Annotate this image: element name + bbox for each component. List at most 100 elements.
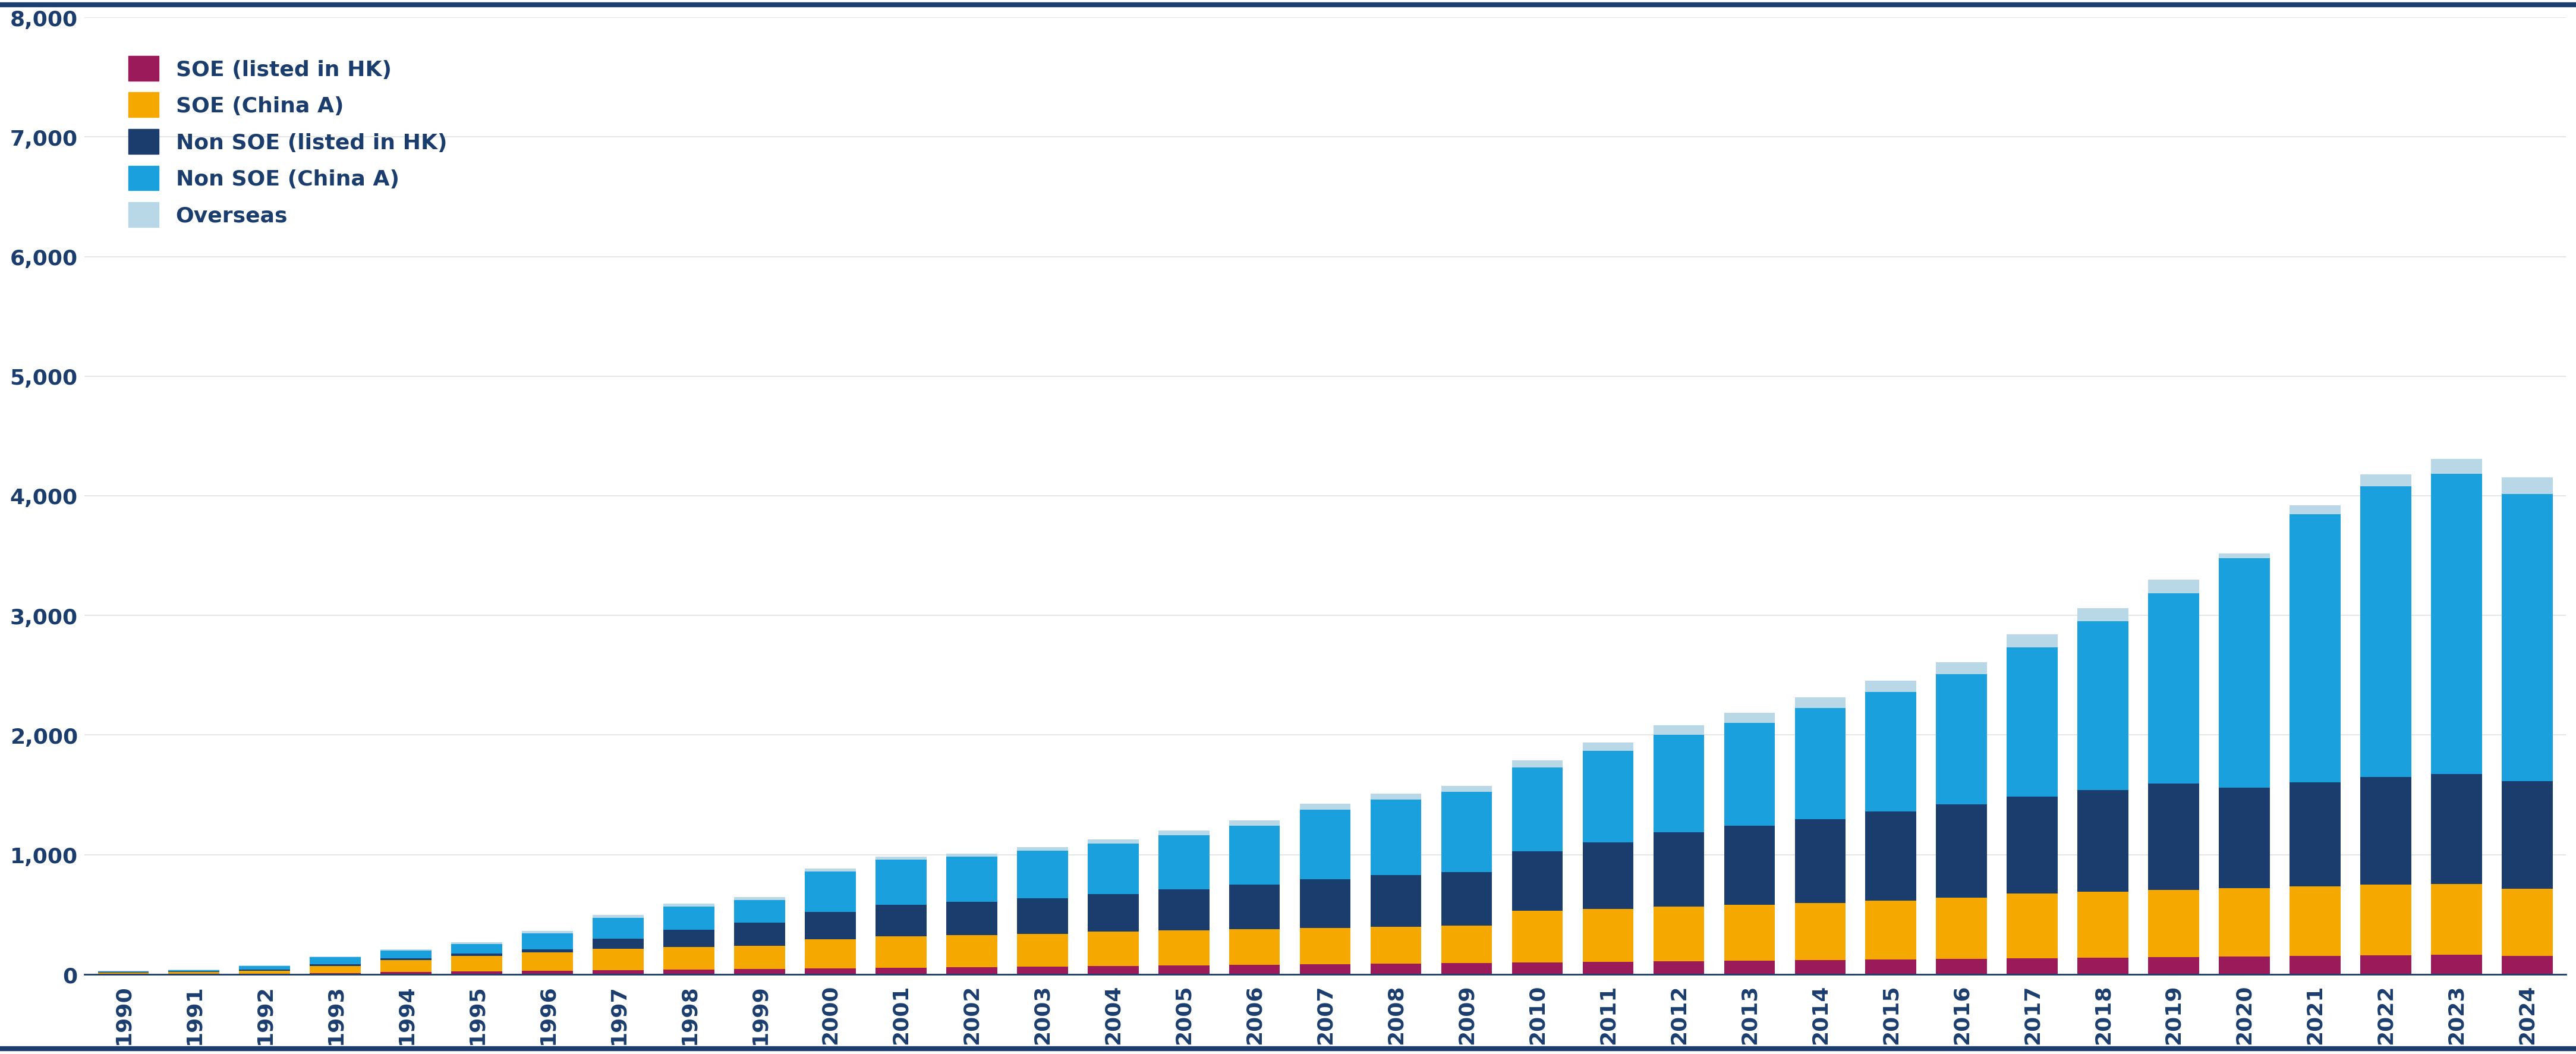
Bar [592, 939, 644, 949]
Bar [1512, 852, 1564, 911]
Bar [592, 915, 644, 918]
Bar [2218, 889, 2269, 956]
Bar [1654, 961, 1705, 974]
Bar [665, 906, 714, 930]
Bar [240, 970, 291, 971]
Bar [2007, 635, 2058, 647]
Bar [1654, 725, 1705, 736]
Bar [592, 970, 644, 974]
Bar [309, 957, 361, 964]
Bar [1723, 905, 1775, 960]
Bar [2432, 884, 2481, 955]
Bar [1654, 736, 1705, 833]
Bar [1301, 964, 1350, 974]
Bar [1865, 901, 1917, 959]
Bar [2290, 886, 2342, 956]
Bar [2501, 781, 2553, 889]
Bar [1018, 851, 1069, 898]
Bar [665, 946, 714, 970]
Bar [876, 968, 927, 974]
Bar [1937, 662, 1986, 675]
Bar [2218, 787, 2269, 889]
Bar [1159, 890, 1208, 931]
Bar [523, 950, 572, 952]
Bar [381, 950, 433, 951]
Bar [1159, 965, 1208, 974]
Bar [1440, 872, 1492, 925]
Bar [523, 971, 572, 974]
Bar [381, 972, 433, 974]
Bar [1440, 925, 1492, 963]
Bar [734, 923, 786, 945]
Bar [945, 902, 997, 935]
Bar [1301, 804, 1350, 809]
Bar [804, 939, 855, 969]
Bar [2290, 956, 2342, 974]
Bar [451, 972, 502, 974]
Bar [2360, 884, 2411, 955]
Bar [1440, 963, 1492, 974]
Bar [1229, 964, 1280, 974]
Bar [2007, 894, 2058, 958]
Bar [2360, 777, 2411, 884]
Bar [1512, 962, 1564, 974]
Bar [1723, 714, 1775, 723]
Bar [945, 854, 997, 857]
Bar [240, 965, 291, 970]
Legend: SOE (listed in HK), SOE (China A), Non SOE (listed in HK), Non SOE (China A), Ov: SOE (listed in HK), SOE (China A), Non S… [121, 47, 456, 236]
Bar [876, 859, 927, 905]
Bar [876, 857, 927, 859]
Bar [381, 958, 433, 960]
Bar [240, 971, 291, 974]
Bar [309, 965, 361, 973]
Bar [2007, 958, 2058, 974]
Bar [876, 937, 927, 968]
Bar [1440, 792, 1492, 872]
Bar [2148, 783, 2200, 890]
Bar [309, 964, 361, 965]
Bar [523, 934, 572, 950]
Bar [1582, 743, 1633, 750]
Bar [876, 905, 927, 937]
Bar [945, 857, 997, 902]
Bar [1370, 794, 1422, 800]
Bar [1582, 843, 1633, 910]
Bar [451, 944, 502, 954]
Bar [592, 918, 644, 939]
Bar [1087, 844, 1139, 894]
Bar [945, 968, 997, 974]
Bar [2360, 955, 2411, 974]
Bar [1512, 767, 1564, 852]
Bar [665, 903, 714, 906]
Bar [734, 969, 786, 974]
Bar [945, 935, 997, 968]
Bar [1440, 786, 1492, 792]
Bar [1159, 831, 1208, 836]
Bar [2218, 559, 2269, 787]
Bar [1229, 884, 1280, 930]
Bar [2148, 890, 2200, 957]
Bar [523, 952, 572, 971]
Bar [1582, 750, 1633, 843]
Bar [2501, 956, 2553, 974]
Bar [1723, 960, 1775, 974]
Bar [2432, 774, 2481, 884]
Bar [1937, 959, 1986, 974]
Bar [734, 945, 786, 969]
Bar [1018, 934, 1069, 967]
Bar [1865, 681, 1917, 692]
Bar [1512, 911, 1564, 962]
Bar [1654, 906, 1705, 961]
Bar [2076, 790, 2128, 892]
Bar [804, 912, 855, 939]
Bar [1018, 967, 1069, 974]
Bar [1229, 930, 1280, 964]
Bar [1795, 903, 1844, 960]
Bar [451, 956, 502, 972]
Bar [2360, 487, 2411, 777]
Bar [2007, 797, 2058, 894]
Bar [2076, 608, 2128, 622]
Bar [1937, 804, 1986, 898]
Bar [1018, 847, 1069, 851]
Bar [1370, 928, 1422, 963]
